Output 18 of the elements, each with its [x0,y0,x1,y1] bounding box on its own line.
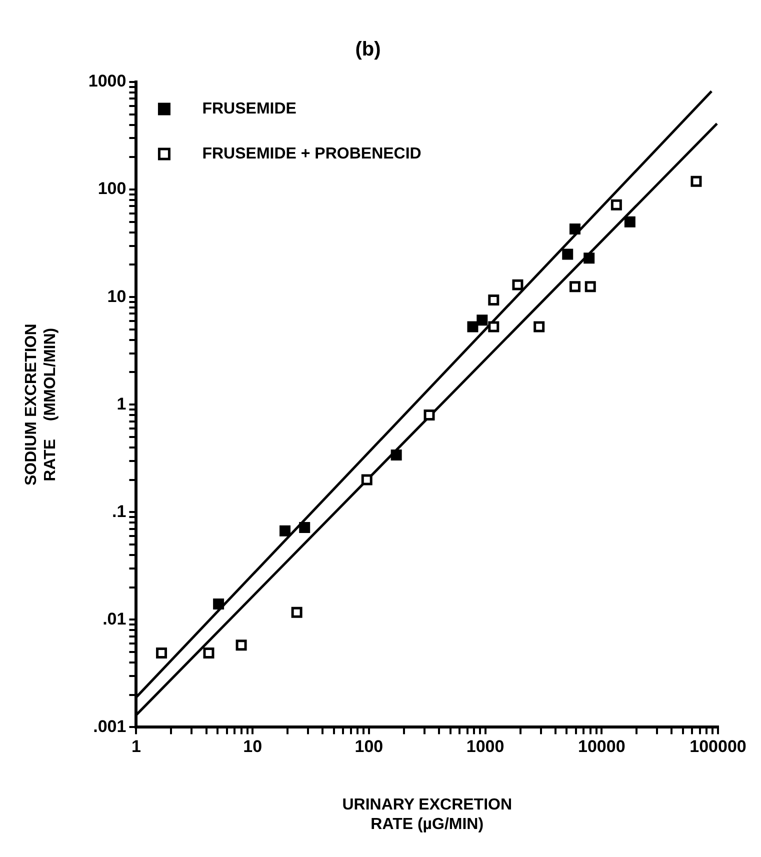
y-tick-label: 1000 [88,72,126,91]
y-tick-label: 10 [107,286,126,306]
x-tick-label: 10 [243,737,262,756]
x-tick-label: 100 [354,737,384,756]
y-tick-label: .01 [102,609,126,628]
legend-label: FRUSEMIDE [202,100,297,118]
y-axis-title: SODIUM EXCRETION RATE (MMOL/MIN) [23,324,60,486]
y-tick-label: .001 [93,716,126,736]
x-axis-title: URINARY EXCRETION RATE (µG/MIN) [342,796,512,833]
x-tick-label: 1000 [466,737,504,756]
x-tick-label: 1 [131,737,141,756]
y-tick-label: .1 [112,502,126,521]
legend-label: FRUSEMIDE + PROBENECID [202,145,422,162]
x-tick-label: 100000 [690,737,746,756]
chart-title: (b) [355,38,381,61]
y-tick-label: 100 [98,179,126,198]
x-tick-label: 10000 [578,737,626,756]
y-tick-label: 1 [116,394,126,414]
